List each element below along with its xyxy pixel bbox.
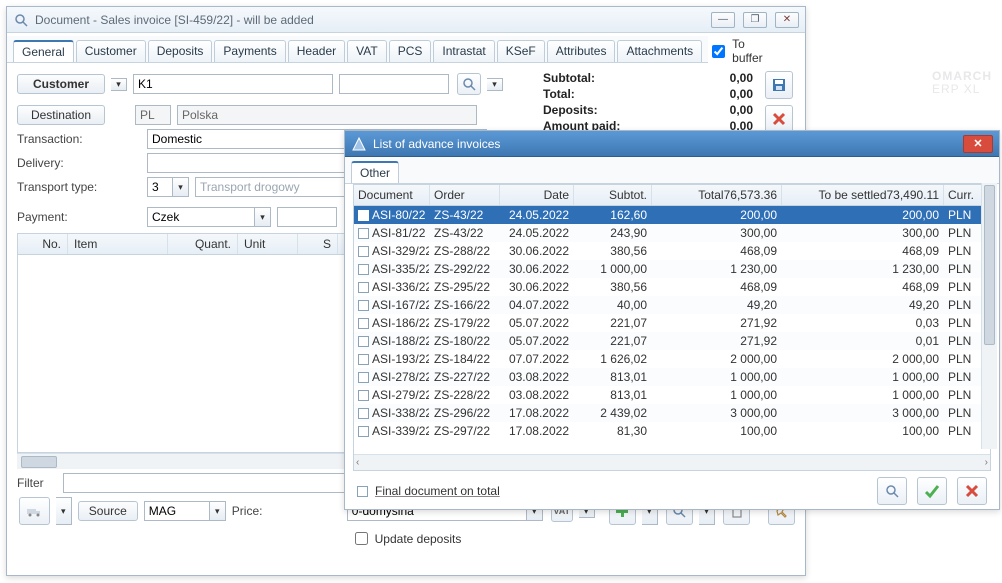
payment-input[interactable] <box>147 207 255 227</box>
tab-attributes[interactable]: Attributes <box>547 40 616 62</box>
tab-deposits[interactable]: Deposits <box>148 40 213 62</box>
customer-input[interactable] <box>133 74 333 94</box>
customer-button[interactable]: Customer <box>17 74 105 94</box>
table-row[interactable]: ASI-80/22ZS-43/2224.05.2022162,60200,002… <box>354 206 990 224</box>
red-x-icon <box>964 483 980 499</box>
dialog-close[interactable]: ✕ <box>963 135 993 153</box>
transport-num-dd[interactable]: ▾ <box>173 177 189 197</box>
table-hscroll[interactable]: ‹› <box>354 454 990 470</box>
dialog-cancel-button[interactable] <box>957 477 987 505</box>
table-row[interactable]: ASI-279/22ZS-228/2203.08.2022813,011 000… <box>354 386 990 404</box>
search-icon <box>461 76 477 92</box>
total-row: Deposits:0,00 <box>543 103 753 119</box>
totals-panel: Subtotal:0,00Total:0,00Deposits:0,00Amou… <box>543 71 753 135</box>
table-row[interactable]: ASI-278/22ZS-227/2203.08.2022813,011 000… <box>354 368 990 386</box>
customer-search-dd[interactable]: ▾ <box>487 78 503 91</box>
total-row: Total:0,00 <box>543 87 753 103</box>
truck-icon <box>26 503 42 519</box>
transport-label: Transport type: <box>17 180 105 194</box>
source-input[interactable] <box>144 501 210 521</box>
app-icon <box>351 136 367 152</box>
tab-intrastat[interactable]: Intrastat <box>433 40 494 62</box>
save-button[interactable] <box>765 71 793 99</box>
tab-general[interactable]: General <box>13 40 74 62</box>
to-buffer-checkbox[interactable]: To buffer <box>708 37 777 65</box>
to-buffer-label: To buffer <box>732 37 777 65</box>
update-deposits-input[interactable] <box>355 532 368 545</box>
payment-label: Payment: <box>17 210 105 224</box>
tab-customer[interactable]: Customer <box>76 40 146 62</box>
main-title: Document - Sales invoice [SI-459/22] - w… <box>35 13 314 27</box>
search-icon <box>13 12 29 28</box>
table-row[interactable]: ASI-336/22ZS-295/2230.06.2022380,56468,0… <box>354 278 990 296</box>
main-tabs: GeneralCustomerDepositsPaymentsHeaderVAT… <box>7 36 708 63</box>
tab-ksef[interactable]: KSeF <box>497 40 545 62</box>
dest-code: PL <box>135 105 171 125</box>
window-close[interactable]: ✕ <box>775 12 799 28</box>
tab-header[interactable]: Header <box>288 40 345 62</box>
table-header[interactable]: Document Order Date Subtot. Total76,573.… <box>354 185 990 206</box>
search-icon <box>884 483 900 499</box>
check-icon <box>924 483 940 499</box>
table-row[interactable]: ASI-81/22ZS-43/2224.05.2022243,90300,003… <box>354 224 990 242</box>
customer-search[interactable] <box>457 73 481 95</box>
payment-extra[interactable] <box>277 207 337 227</box>
dialog-ok-button[interactable] <box>917 477 947 505</box>
update-deposits-checkbox[interactable]: Update deposits <box>351 529 462 548</box>
delivery-label: Delivery: <box>17 156 105 170</box>
table-row[interactable]: ASI-335/22ZS-292/2230.06.20221 000,001 2… <box>354 260 990 278</box>
table-row[interactable]: ASI-329/22ZS-288/2230.06.2022380,56468,0… <box>354 242 990 260</box>
source-button[interactable]: Source <box>78 501 138 521</box>
table-row[interactable]: ASI-339/22ZS-297/2217.08.202281,30100,00… <box>354 422 990 440</box>
dialog-title: List of advance invoices <box>373 137 500 151</box>
action-1-dd[interactable]: ▾ <box>56 497 72 525</box>
tab-other[interactable]: Other <box>351 161 399 183</box>
dialog-search-button[interactable] <box>877 477 907 505</box>
table-row[interactable]: ASI-167/22ZS-166/2204.07.202240,0049,204… <box>354 296 990 314</box>
action-button-1[interactable] <box>19 497 50 525</box>
to-buffer-input[interactable] <box>712 45 725 58</box>
window-maximize[interactable]: ❐ <box>743 12 767 28</box>
delete-button[interactable] <box>765 105 793 133</box>
transaction-label: Transaction: <box>17 132 105 146</box>
final-document-label: Final document on total <box>375 484 500 498</box>
red-x-icon <box>771 111 787 127</box>
update-deposits-label: Update deposits <box>375 532 462 546</box>
main-titlebar: Document - Sales invoice [SI-459/22] - w… <box>7 7 805 33</box>
advance-invoices-dialog: List of advance invoices ✕ Other Documen… <box>344 130 1000 510</box>
total-row: Subtotal:0,00 <box>543 71 753 87</box>
advance-invoices-table: Document Order Date Subtot. Total76,573.… <box>353 184 991 471</box>
tab-vat[interactable]: VAT <box>347 40 387 62</box>
table-row[interactable]: ASI-193/22ZS-184/2207.07.20221 626,022 0… <box>354 350 990 368</box>
dest-name: Polska <box>177 105 477 125</box>
destination-button[interactable]: Destination <box>17 105 105 125</box>
table-row[interactable]: ASI-188/22ZS-180/2205.07.2022221,07271,9… <box>354 332 990 350</box>
window-minimize[interactable]: — <box>711 12 735 28</box>
source-dd[interactable]: ▾ <box>210 501 226 521</box>
diskette-icon <box>771 77 787 93</box>
customer-dropdown[interactable]: ▾ <box>111 78 127 91</box>
final-document-checkbox[interactable]: Final document on total <box>357 484 500 498</box>
transport-num[interactable] <box>147 177 173 197</box>
tab-attachments[interactable]: Attachments <box>617 40 702 62</box>
payment-dd[interactable]: ▾ <box>255 207 271 227</box>
tab-pcs[interactable]: PCS <box>389 40 432 62</box>
filter-label: Filter <box>17 476 57 490</box>
customer-extra-input[interactable] <box>339 74 449 94</box>
table-vscroll[interactable] <box>981 183 997 449</box>
dialog-tabs: Other <box>345 157 999 184</box>
table-row[interactable]: ASI-338/22ZS-296/2217.08.20222 439,023 0… <box>354 404 990 422</box>
price-label: Price: <box>232 504 272 518</box>
tab-payments[interactable]: Payments <box>214 40 285 62</box>
dialog-titlebar: List of advance invoices ✕ <box>345 131 999 157</box>
brand-watermark: OMARCH ERP XL <box>932 70 992 96</box>
table-row[interactable]: ASI-186/22ZS-179/2205.07.2022221,07271,9… <box>354 314 990 332</box>
